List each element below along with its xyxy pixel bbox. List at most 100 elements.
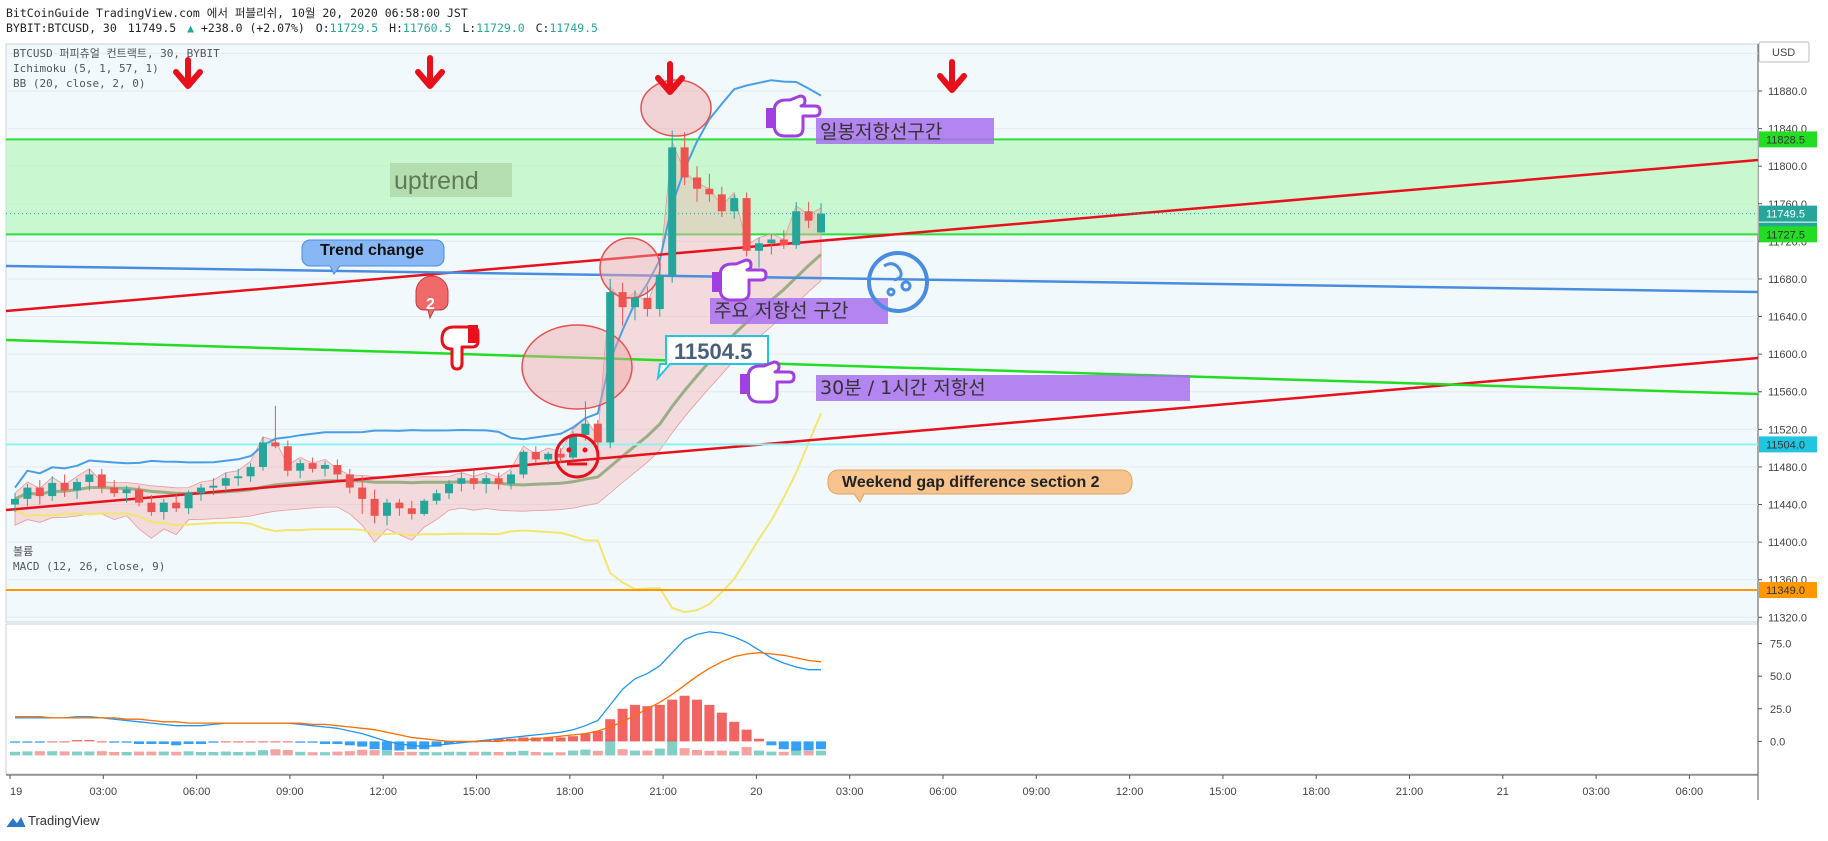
candle[interactable] [209, 478, 218, 496]
candle[interactable] [271, 405, 280, 449]
candle[interactable] [643, 286, 652, 317]
candle[interactable] [618, 282, 627, 326]
candle[interactable] [370, 489, 379, 524]
candle[interactable] [693, 166, 701, 202]
candle[interactable] [221, 472, 230, 494]
candle[interactable] [606, 278, 615, 449]
candle[interactable] [445, 480, 453, 499]
price-callout-box[interactable] [656, 335, 769, 382]
candle[interactable] [35, 480, 44, 505]
candle[interactable] [234, 468, 243, 486]
candle[interactable] [655, 267, 664, 317]
candle[interactable] [395, 498, 404, 516]
candle[interactable] [73, 478, 81, 499]
legend-title[interactable]: BTCUSD 퍼피츄얼 컨트랙트, 30, BYBIT [13, 46, 220, 60]
candle[interactable] [482, 474, 491, 494]
legend-volume[interactable]: 볼륨 [13, 545, 33, 558]
candle[interactable] [817, 203, 825, 233]
candle[interactable] [110, 480, 119, 498]
candle[interactable] [680, 132, 689, 185]
candlesticks[interactable] [11, 130, 825, 526]
histogram-bar [34, 741, 45, 743]
major-resist-label[interactable]: 주요 저항선 구간 [714, 300, 848, 322]
candle[interactable] [97, 468, 106, 494]
candle[interactable] [184, 490, 193, 514]
candle[interactable] [60, 474, 69, 498]
candle[interactable] [333, 459, 342, 481]
candle[interactable] [358, 476, 367, 514]
blue-trendline[interactable] [5, 264, 1759, 294]
upper-trendline[interactable] [5, 158, 1759, 313]
candle[interactable] [296, 459, 305, 479]
candle[interactable] [631, 290, 639, 321]
candle[interactable] [755, 237, 763, 268]
trend-change-callout[interactable] [301, 239, 445, 275]
macd-pane[interactable] [5, 623, 1759, 775]
candle[interactable] [407, 500, 416, 520]
resist-30m-label[interactable]: 30분 / 1시간 저항선 [820, 377, 986, 399]
currency-badge[interactable] [1758, 41, 1810, 63]
candle[interactable] [432, 489, 441, 505]
candle[interactable] [668, 130, 677, 283]
price-axis[interactable]: 11920.011880.011840.011800.011760.011720… [1758, 48, 1817, 624]
candle[interactable] [308, 457, 317, 473]
symbol[interactable]: BYBIT:BTCUSD, 30 [6, 21, 117, 35]
candle[interactable] [283, 440, 292, 477]
time-tick-label: 18:00 [1302, 786, 1330, 798]
candle[interactable] [122, 485, 131, 503]
candle[interactable] [519, 450, 528, 479]
lower-trendline[interactable] [5, 356, 1759, 512]
candle[interactable] [420, 498, 429, 516]
candle[interactable] [48, 476, 57, 501]
candle[interactable] [23, 483, 32, 507]
candle[interactable] [742, 192, 751, 257]
candle[interactable] [779, 230, 788, 249]
candle[interactable] [321, 461, 329, 477]
candle[interactable] [172, 493, 181, 513]
candle[interactable] [556, 448, 565, 464]
candle[interactable] [197, 483, 205, 501]
candle[interactable] [383, 498, 391, 526]
histogram-bar [134, 741, 144, 744]
candle[interactable] [85, 468, 94, 491]
price-marker[interactable] [1759, 226, 1817, 243]
daily-resist-label[interactable]: 일봉저항선구간 [820, 121, 942, 143]
legend-ichimoku[interactable]: Ichimoku (5, 1, 57, 1) [13, 62, 159, 75]
candle-body [358, 487, 367, 499]
candle[interactable] [581, 401, 590, 441]
weekend-gap-callout[interactable] [827, 469, 1133, 503]
price-marker[interactable] [1759, 205, 1817, 222]
time-axis[interactable]: 19 03:00 06:00 09:00 12:00 15:00 18:00 21:00 20 0… [9, 775, 1703, 798]
candle[interactable] [792, 201, 801, 249]
candle[interactable] [593, 419, 602, 449]
uptrend-label[interactable]: uptrend [394, 167, 479, 195]
candle[interactable] [469, 470, 478, 490]
green-trendline[interactable] [5, 338, 1759, 396]
candle[interactable] [135, 485, 143, 507]
candle[interactable] [147, 495, 156, 516]
candle[interactable] [767, 233, 776, 255]
candle[interactable] [507, 470, 515, 490]
candle[interactable] [457, 472, 466, 492]
price-marker[interactable] [1759, 582, 1817, 599]
price-marker[interactable] [1759, 131, 1817, 148]
candle[interactable] [246, 463, 255, 482]
candle[interactable] [717, 186, 726, 217]
candle[interactable] [11, 493, 19, 513]
price-marker[interactable] [1759, 436, 1817, 453]
candle[interactable] [345, 468, 354, 494]
candle[interactable] [705, 173, 714, 202]
legend-macd[interactable]: MACD (12, 26, close, 9) [13, 560, 165, 573]
candle[interactable] [730, 194, 739, 219]
legend-bb[interactable]: BB (20, close, 2, 0) [13, 77, 145, 90]
badge-callout[interactable] [415, 275, 449, 320]
candle[interactable] [804, 201, 813, 229]
candle[interactable] [494, 472, 503, 490]
candle[interactable] [259, 436, 267, 471]
candle[interactable] [531, 446, 540, 464]
footer-brand[interactable]: TradingView [6, 813, 100, 828]
candle-body [296, 463, 305, 471]
candle[interactable] [544, 451, 553, 466]
candle[interactable] [159, 498, 168, 520]
